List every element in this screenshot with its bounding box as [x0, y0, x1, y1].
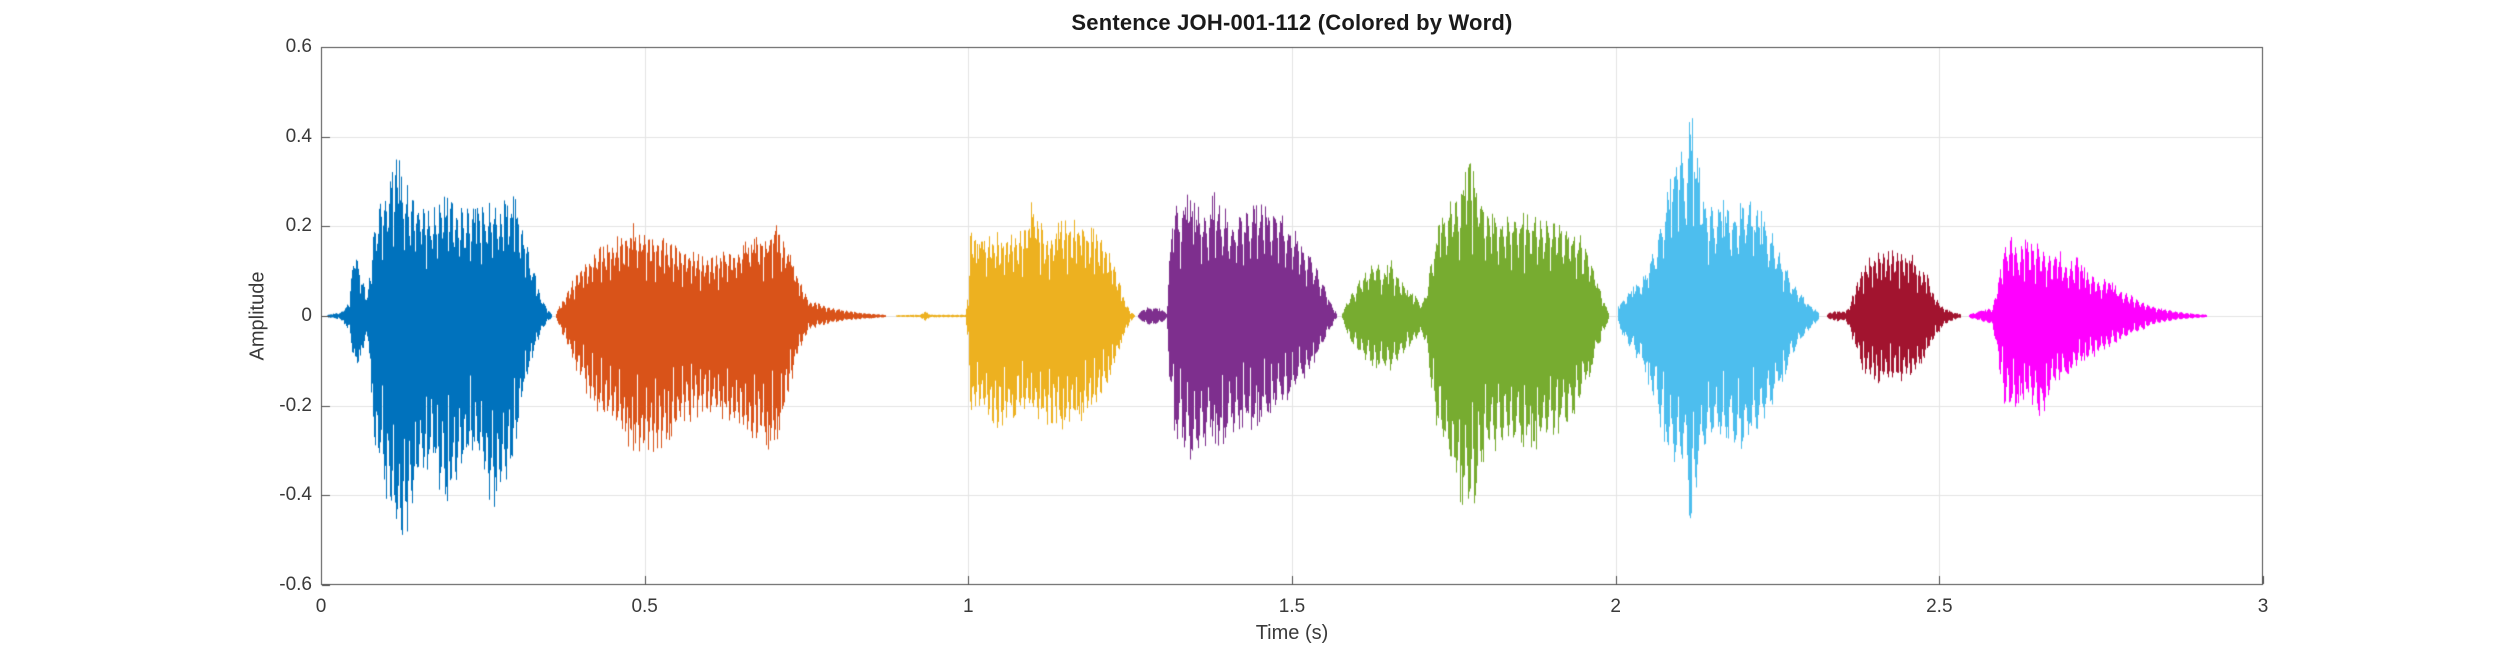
y-tick-label: 0.6: [285, 36, 312, 57]
x-tick-label: 0.5: [631, 596, 658, 617]
x-tick-label: 1: [963, 596, 974, 617]
x-tick-label: 1.5: [1278, 596, 1306, 617]
y-tick-label: -0.4: [279, 484, 312, 506]
x-axis-label: Time (s): [1255, 622, 1329, 644]
x-tick-label: 2: [1610, 596, 1621, 617]
y-tick-label: 0.4: [285, 125, 312, 147]
x-tick-label: 3: [2257, 596, 2269, 617]
y-tick-label: -0.6: [279, 574, 312, 595]
y-tick-label: 0.2: [285, 215, 312, 237]
y-tick-label: -0.2: [279, 394, 312, 416]
x-tick-label: 2.5: [1926, 596, 1953, 617]
y-tick-label: 0: [301, 305, 312, 326]
chart-title: Sentence JOH-001-112 (Colored by Word): [1071, 10, 1513, 35]
x-tick-label: 0: [315, 596, 327, 617]
